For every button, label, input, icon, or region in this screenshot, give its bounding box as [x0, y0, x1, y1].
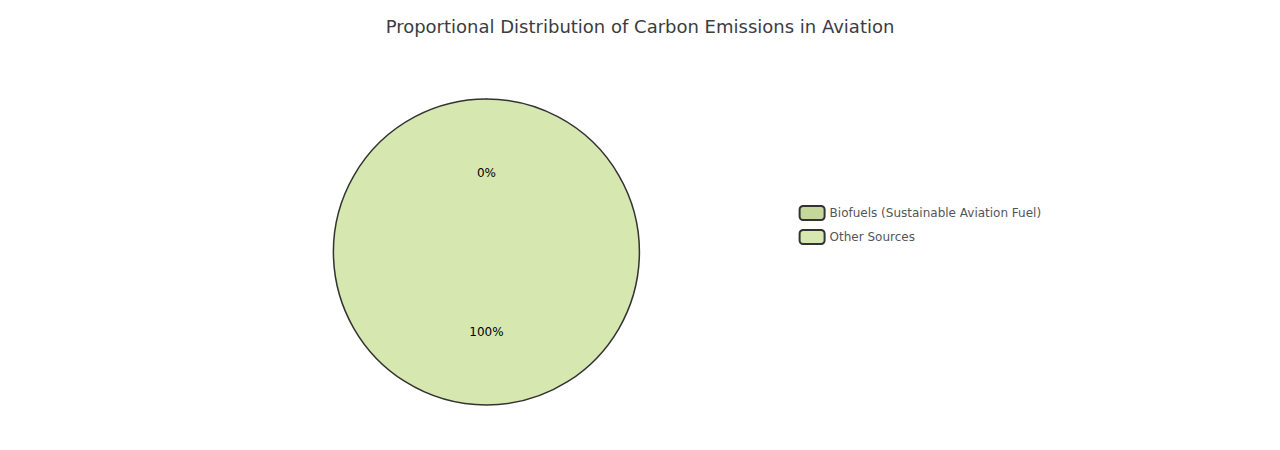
- svg-text:0%: 0%: [477, 166, 496, 180]
- svg-text:Proportional Distribution of C: Proportional Distribution of Carbon Emis…: [386, 16, 895, 37]
- svg-text:Other Sources: Other Sources: [830, 230, 915, 244]
- svg-text:Biofuels (Sustainable Aviation: Biofuels (Sustainable Aviation Fuel): [830, 206, 1042, 220]
- svg-text:100%: 100%: [469, 325, 503, 339]
